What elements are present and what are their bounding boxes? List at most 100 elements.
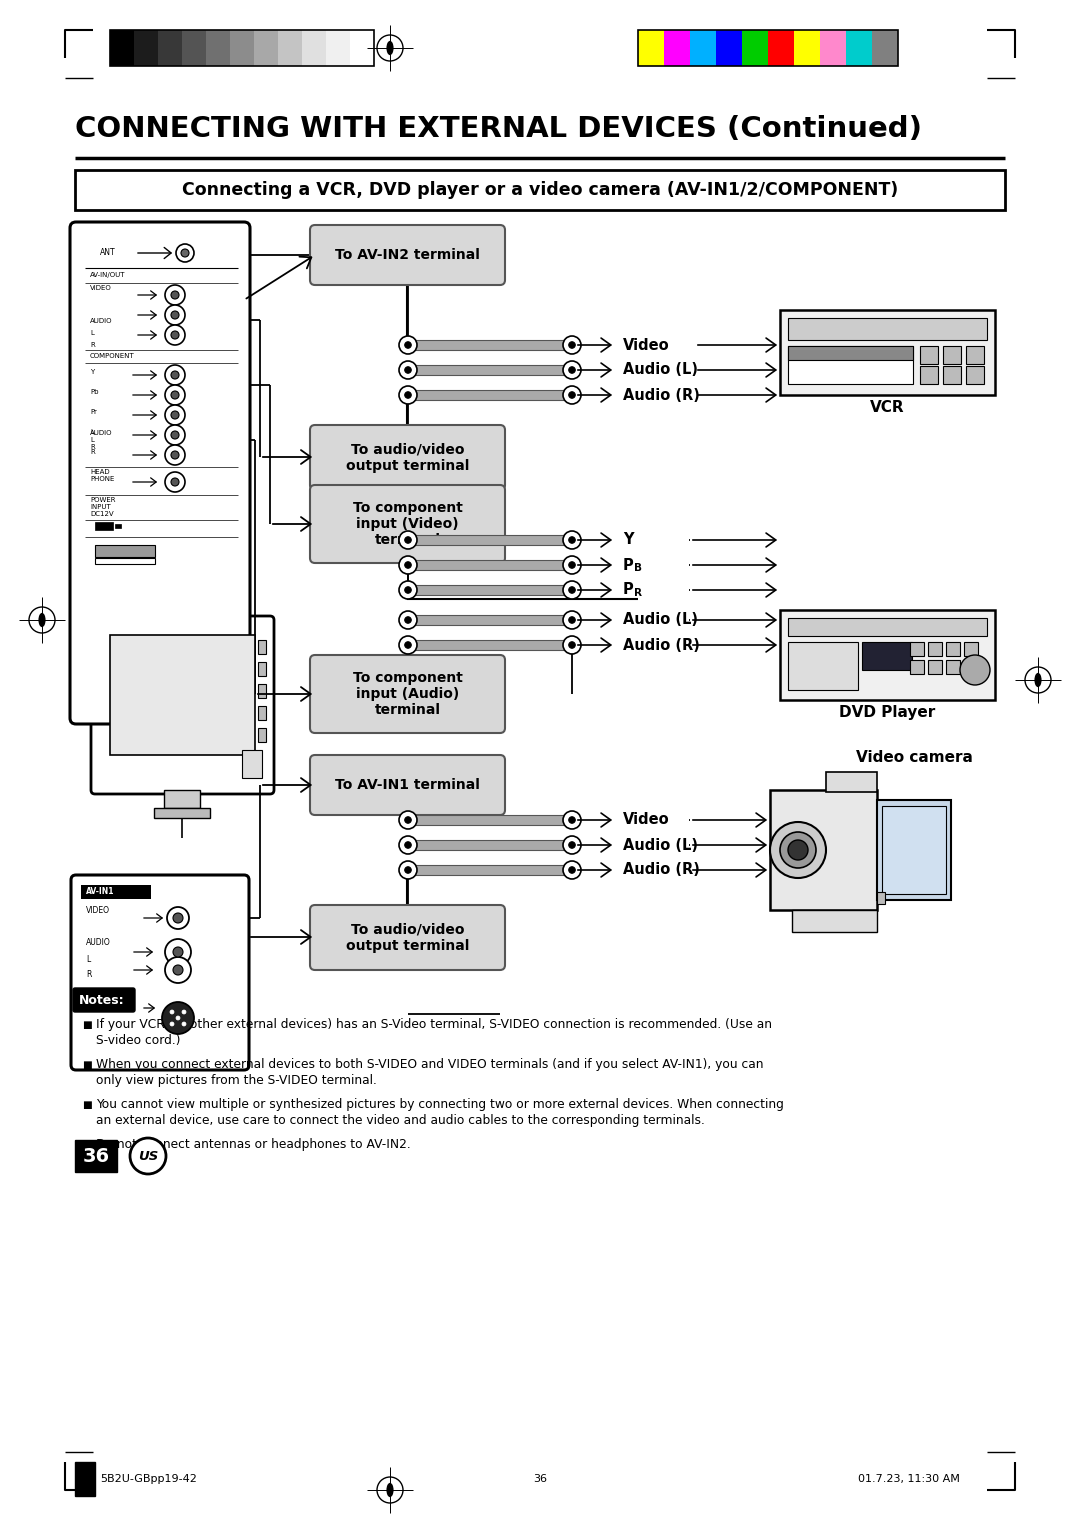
Circle shape xyxy=(176,244,194,261)
Text: VIDEO: VIDEO xyxy=(90,286,111,290)
Bar xyxy=(716,31,742,66)
Bar xyxy=(258,685,266,698)
Bar xyxy=(410,814,570,825)
Bar xyxy=(410,390,570,400)
Circle shape xyxy=(170,1010,174,1015)
Text: Pr: Pr xyxy=(90,410,97,416)
Text: To component
input (Audio)
terminal: To component input (Audio) terminal xyxy=(352,671,462,717)
Bar xyxy=(946,660,960,674)
Circle shape xyxy=(960,656,990,685)
Circle shape xyxy=(568,391,576,399)
Circle shape xyxy=(165,445,185,465)
Circle shape xyxy=(399,532,417,549)
Circle shape xyxy=(405,816,411,824)
Bar xyxy=(410,640,570,649)
Bar xyxy=(910,660,924,674)
Text: 5B2U-GBpp19-42: 5B2U-GBpp19-42 xyxy=(100,1475,197,1484)
Bar xyxy=(206,31,230,66)
Text: AUDIO: AUDIO xyxy=(90,318,112,324)
Text: To audio/video
output terminal: To audio/video output terminal xyxy=(346,443,469,472)
Circle shape xyxy=(568,562,576,568)
Text: Connecting a VCR, DVD player or a video camera (AV-IN1/2/COMPONENT): Connecting a VCR, DVD player or a video … xyxy=(181,180,899,199)
Circle shape xyxy=(171,312,179,319)
Circle shape xyxy=(405,391,411,399)
Circle shape xyxy=(130,1138,166,1174)
Circle shape xyxy=(165,472,185,492)
Bar xyxy=(638,31,897,66)
Circle shape xyxy=(399,336,417,354)
Bar xyxy=(183,31,206,66)
Circle shape xyxy=(563,336,581,354)
Text: 36: 36 xyxy=(82,1146,109,1166)
Text: You cannot view multiple or synthesized pictures by connecting two or more exter: You cannot view multiple or synthesized … xyxy=(96,1099,784,1111)
Circle shape xyxy=(405,562,411,568)
Circle shape xyxy=(171,478,179,486)
Bar xyxy=(742,31,768,66)
Text: HEAD
PHONE: HEAD PHONE xyxy=(90,469,114,481)
Bar xyxy=(788,617,987,636)
Bar xyxy=(943,367,961,384)
Bar xyxy=(326,31,350,66)
Circle shape xyxy=(171,451,179,458)
Bar xyxy=(964,642,978,656)
Text: AUDIO
L
R: AUDIO L R xyxy=(90,429,112,451)
Circle shape xyxy=(563,361,581,379)
Circle shape xyxy=(780,833,816,868)
Circle shape xyxy=(399,361,417,379)
Text: only view pictures from the S-VIDEO terminal.: only view pictures from the S-VIDEO term… xyxy=(96,1074,377,1086)
Circle shape xyxy=(405,342,411,348)
Circle shape xyxy=(563,811,581,830)
Bar xyxy=(788,318,987,341)
Bar xyxy=(110,636,255,755)
FancyBboxPatch shape xyxy=(310,484,505,562)
Text: B: B xyxy=(634,562,642,573)
Text: R: R xyxy=(90,342,95,348)
Bar xyxy=(110,31,374,66)
Text: S-VIDEO: S-VIDEO xyxy=(86,992,117,1001)
Bar xyxy=(920,345,939,364)
Bar xyxy=(410,559,570,570)
Circle shape xyxy=(399,556,417,575)
Circle shape xyxy=(399,811,417,830)
Circle shape xyxy=(165,385,185,405)
Text: ■: ■ xyxy=(82,1060,92,1070)
Bar xyxy=(258,662,266,675)
Text: P: P xyxy=(623,582,634,597)
Text: Pb: Pb xyxy=(90,390,98,396)
Circle shape xyxy=(563,387,581,403)
Bar xyxy=(81,885,151,898)
Circle shape xyxy=(165,365,185,385)
Text: Do not connect antennas or headphones to AV-IN2.: Do not connect antennas or headphones to… xyxy=(96,1138,410,1151)
Bar xyxy=(75,170,1005,209)
Text: Notes:: Notes: xyxy=(79,993,124,1007)
Bar xyxy=(258,727,266,743)
Circle shape xyxy=(183,1010,186,1015)
Text: To AV-IN2 terminal: To AV-IN2 terminal xyxy=(335,248,480,261)
Circle shape xyxy=(29,607,55,633)
Circle shape xyxy=(563,611,581,630)
Circle shape xyxy=(173,966,183,975)
Bar xyxy=(410,535,570,545)
Circle shape xyxy=(399,636,417,654)
Text: S-video cord.): S-video cord.) xyxy=(96,1034,180,1047)
Circle shape xyxy=(568,816,576,824)
Circle shape xyxy=(377,1478,403,1504)
Circle shape xyxy=(770,822,826,879)
Circle shape xyxy=(405,367,411,373)
Circle shape xyxy=(568,642,576,648)
Bar xyxy=(943,345,961,364)
Circle shape xyxy=(563,860,581,879)
Text: ■: ■ xyxy=(82,1100,92,1109)
Circle shape xyxy=(171,371,179,379)
Bar xyxy=(825,772,877,792)
Bar xyxy=(793,911,877,932)
Text: ANT: ANT xyxy=(100,248,116,257)
Bar xyxy=(164,790,200,808)
Bar xyxy=(664,31,690,66)
Bar xyxy=(258,706,266,720)
Bar xyxy=(872,31,897,66)
Bar xyxy=(302,31,326,66)
Bar xyxy=(154,808,210,817)
Bar xyxy=(846,31,872,66)
Text: Audio (R): Audio (R) xyxy=(623,862,700,877)
